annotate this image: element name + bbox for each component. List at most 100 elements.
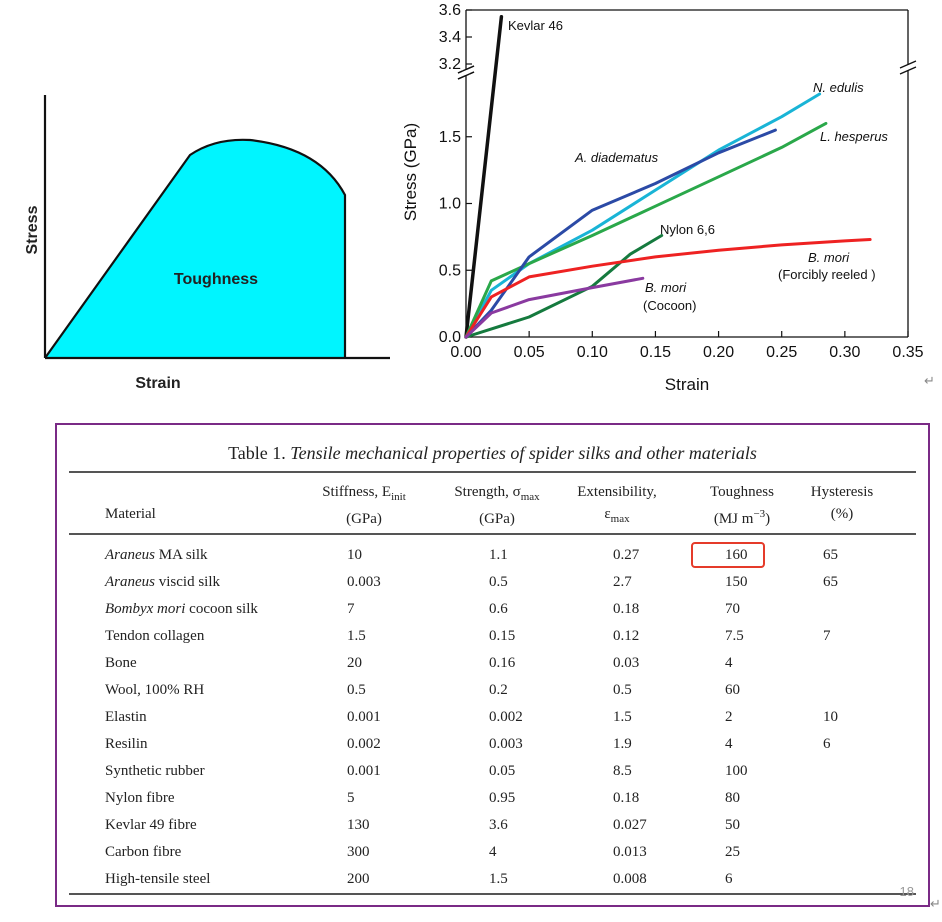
paragraph-mark: ↵: [924, 374, 935, 389]
table-top-rule: [69, 471, 916, 473]
material-cell: Wool, 100% RH: [105, 682, 205, 698]
value-cell-ext: 2.7: [613, 574, 632, 590]
column-header-superscript: −3: [753, 508, 766, 520]
axis-break-left-gap: [462, 70, 470, 75]
annotation-b-mori-reeled-2: (Forcibly reeled ): [778, 267, 876, 282]
table-row: Araneus viscid silk 0.003 0.5 2.7 150 65: [57, 569, 928, 595]
table-row: Nylon fibre 5 0.95 0.18 80: [57, 785, 928, 811]
column-header-line-2: (%): [830, 506, 854, 522]
series-line-a-diadematus: [464, 128, 777, 339]
value-cell-ext: 8.5: [613, 763, 632, 779]
column-header-line-2: Material: [105, 506, 156, 522]
annotation-l-hesperus: L. hesperus: [820, 129, 888, 144]
table-bottom-rule: [69, 893, 916, 895]
material-italic: Araneus: [105, 547, 155, 563]
table-row: High-tensile steel 200 1.5 0.008 6: [57, 866, 928, 892]
table-caption: Table 1. Tensile mechanical properties o…: [57, 443, 928, 464]
column-header-subscript: init: [391, 491, 406, 503]
table-row: Bone 20 0.16 0.03 4: [57, 650, 928, 676]
chart-frame: [457, 9, 917, 338]
table-row: Carbon fibre 300 4 0.013 25: [57, 839, 928, 865]
annotation-b-mori-cocoon-1: B. mori: [645, 280, 687, 295]
toughness-area: [45, 139, 345, 358]
y-tick-label: 3.4: [439, 29, 461, 46]
value-cell-strength: 0.05: [489, 763, 516, 779]
material-italic: Araneus: [105, 574, 155, 590]
properties-table-frame: Table 1. Tensile mechanical properties o…: [55, 423, 930, 907]
column-header-line-2: (GPa): [346, 511, 382, 527]
value-cell-tough: 100: [725, 763, 748, 779]
column-header: Stiffness, Einit (GPa): [309, 481, 419, 530]
material-cell: Bone: [105, 655, 137, 671]
value-cell-stiff: 20: [347, 655, 362, 671]
value-cell-hyst: 10: [823, 709, 838, 725]
area-label: Toughness: [174, 271, 258, 288]
value-cell-strength: 4: [489, 844, 497, 860]
value-cell-strength: 1.1: [489, 547, 508, 563]
material-cell: Synthetic rubber: [105, 763, 205, 779]
y-tick-label: 3.6: [439, 2, 461, 19]
column-header: Toughness (MJ m−3): [687, 481, 797, 530]
value-cell-tough: 6: [725, 871, 733, 887]
value-cell-ext: 0.18: [613, 790, 640, 806]
value-cell-tough: 4: [725, 655, 733, 671]
value-cell-ext: 0.5: [613, 682, 632, 698]
value-cell-ext: 0.03: [613, 655, 640, 671]
value-cell-stiff: 0.003: [347, 574, 381, 590]
y-tick-label: 1.5: [439, 129, 461, 146]
table-row: Bombyx mori cocoon silk 7 0.6 0.18 70: [57, 596, 928, 622]
value-cell-ext: 0.013: [613, 844, 647, 860]
value-cell-ext: 1.9: [613, 736, 632, 752]
value-cell-stiff: 0.5: [347, 682, 366, 698]
axis-break-right-gap: [904, 65, 912, 70]
value-cell-ext: 0.12: [613, 628, 640, 644]
material-cell: Bombyx mori cocoon silk: [105, 601, 258, 617]
column-header: Extensibility, εmax: [562, 481, 672, 530]
series-line-b-mori-forcibly-reeled: [464, 238, 872, 339]
value-cell-tough: 50: [725, 817, 740, 833]
value-cell-ext: 0.008: [613, 871, 647, 887]
value-cell-tough: 160: [725, 547, 748, 563]
value-cell-strength: 0.003: [489, 736, 523, 752]
series-line-kevlar-46: [464, 15, 504, 339]
x-tick-label: 0.35: [892, 344, 923, 361]
y-tick-label: 0.5: [439, 262, 461, 279]
axis-break-left-marks: [457, 65, 475, 80]
table-row: Wool, 100% RH 0.5 0.2 0.5 60: [57, 677, 928, 703]
value-cell-hyst: 7: [823, 628, 831, 644]
material-cell: High-tensile steel: [105, 871, 211, 887]
material-cell: Resilin: [105, 736, 148, 752]
value-cell-strength: 0.95: [489, 790, 516, 806]
x-tick-label: 0.20: [703, 344, 734, 361]
material-cell: Araneus MA silk: [105, 547, 208, 563]
column-header-subscript: max: [610, 513, 630, 525]
series-line-n-edulis: [464, 92, 822, 339]
column-header-line-1: Strength, σmax: [454, 484, 540, 503]
value-cell-stiff: 300: [347, 844, 370, 860]
table-caption-title: Tensile mechanical properties of spider …: [290, 443, 757, 463]
y-tick-label: 1.0: [439, 196, 461, 213]
value-cell-strength: 0.15: [489, 628, 516, 644]
annotation-n-edulis: N. edulis: [813, 80, 864, 95]
value-cell-hyst: 6: [823, 736, 831, 752]
value-cell-hyst: 65: [823, 547, 838, 563]
y-tick-label: 0.0: [439, 329, 461, 346]
column-header-line-2: (MJ m−3): [713, 508, 771, 527]
table-row: Elastin 0.001 0.002 1.5 2 10: [57, 704, 928, 730]
column-header-line-1: Stiffness, Einit: [322, 484, 406, 503]
value-cell-strength: 3.6: [489, 817, 508, 833]
value-cell-strength: 0.5: [489, 574, 508, 590]
value-cell-stiff: 130: [347, 817, 370, 833]
x-tick-label: 0.05: [514, 344, 545, 361]
value-cell-hyst: 65: [823, 574, 838, 590]
value-cell-strength: 1.5: [489, 871, 508, 887]
value-cell-strength: 0.6: [489, 601, 508, 617]
value-cell-stiff: 0.001: [347, 709, 381, 725]
value-cell-tough: 150: [725, 574, 748, 590]
value-cell-tough: 70: [725, 601, 740, 617]
value-cell-strength: 0.002: [489, 709, 523, 725]
annotation-nylon: Nylon 6,6: [660, 222, 715, 237]
value-cell-ext: 0.027: [613, 817, 647, 833]
table-row: Araneus MA silk 10 1.1 0.27 160 65: [57, 542, 928, 568]
page-number: 18: [899, 884, 914, 899]
